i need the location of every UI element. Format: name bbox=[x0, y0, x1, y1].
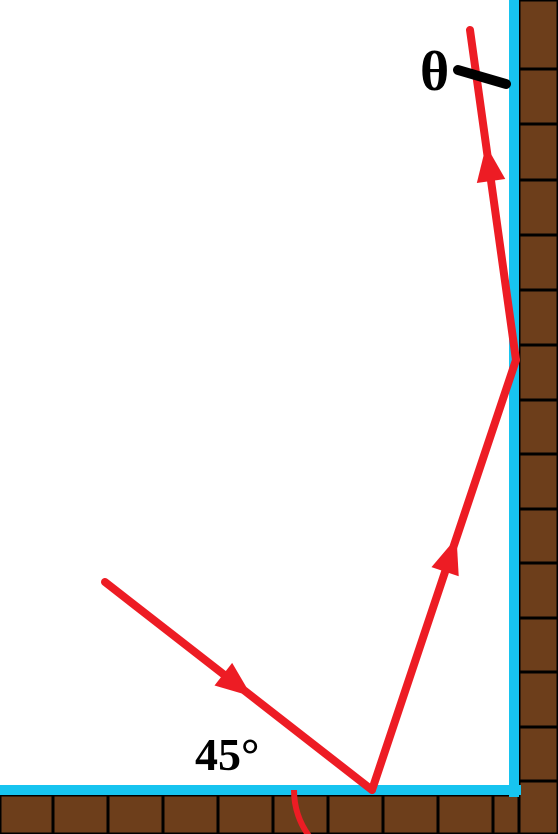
reflection-diagram: 45° θ bbox=[0, 0, 558, 834]
theta-label: θ bbox=[420, 41, 449, 103]
bottom-wall-brick bbox=[0, 795, 558, 834]
angle-45-label: 45° bbox=[195, 729, 259, 780]
theta-tick bbox=[458, 70, 506, 84]
ray-arrowhead bbox=[431, 538, 458, 577]
ray-to-wall bbox=[372, 360, 516, 790]
ray-arrowhead bbox=[477, 145, 505, 183]
